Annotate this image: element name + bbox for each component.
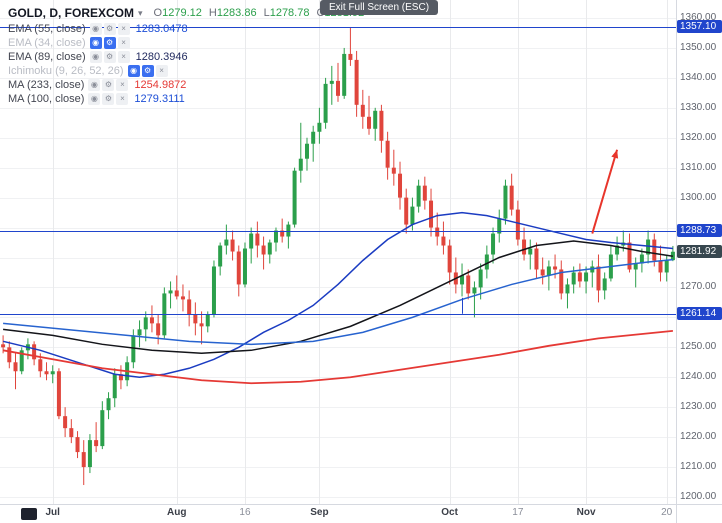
price-tick: 1240.00: [680, 371, 717, 383]
eye-icon[interactable]: ◉: [89, 23, 102, 35]
time-label: Aug: [167, 507, 187, 518]
price-tick: 1360.00: [680, 12, 717, 23]
close-icon[interactable]: ×: [117, 23, 130, 35]
gear-icon[interactable]: ⚙: [103, 23, 116, 35]
time-label: 17: [512, 507, 524, 518]
price-tick: 1340.00: [680, 71, 717, 83]
price-tick: 1230.00: [680, 401, 717, 413]
price-line-badge: 1357.10: [677, 19, 722, 33]
indicator-label: Ichimoku (9, 26, 52, 26): [8, 65, 124, 77]
time-label: Oct: [441, 507, 458, 518]
low-value: 1278.78: [269, 7, 310, 19]
eye-icon[interactable]: ◉: [88, 93, 101, 105]
time-label: 16: [239, 507, 251, 518]
time-axis[interactable]: Jul Aug 16 Sep Oct 17 Nov 20: [0, 504, 676, 523]
price-tick: 1300.00: [680, 191, 717, 203]
indicator-value: 1283.0478: [135, 23, 188, 35]
price-tick: 1200.00: [680, 491, 717, 502]
open-value: 1279.12: [162, 7, 202, 19]
chart-legend: GOLD, D, FOREXCOM ▾ O1279.12 H1283.86 L127…: [8, 4, 364, 106]
indicator-row-ema-55[interactable]: EMA (55, close) ◉ ⚙ × 1283.0478: [8, 22, 364, 36]
price-tick: 1220.00: [680, 431, 717, 443]
indicator-row-ema-34[interactable]: EMA (34, close) ◉ ⚙ ×: [8, 36, 364, 50]
price-tick: 1270.00: [680, 281, 717, 293]
symbol-title: GOLD, D, FOREXCOM: [8, 6, 134, 20]
close-icon[interactable]: ×: [116, 79, 129, 91]
indicator-value: 1254.9872: [134, 79, 187, 91]
indicator-row-ma-100[interactable]: MA (100, close) ◉ ⚙ × 1279.3111: [8, 92, 364, 106]
eye-icon[interactable]: ◉: [89, 37, 102, 49]
logo-mark[interactable]: [21, 508, 37, 520]
symbol-title-row[interactable]: GOLD, D, FOREXCOM ▾ O1279.12 H1283.86 L127…: [8, 4, 364, 22]
eye-icon[interactable]: ◉: [127, 65, 140, 77]
indicator-row-ichimoku[interactable]: Ichimoku (9, 26, 52, 26) ◉ ⚙ ×: [8, 64, 364, 78]
indicator-label: EMA (55, close): [8, 23, 86, 35]
price-line-badge: 1261.14: [677, 306, 722, 320]
close-icon[interactable]: ×: [116, 93, 129, 105]
price-tick: 1250.00: [680, 341, 717, 353]
chevron-down-icon[interactable]: ▾: [138, 7, 143, 18]
low-label: L: [263, 7, 270, 19]
gear-icon[interactable]: ⚙: [102, 79, 115, 91]
indicator-value: 1279.3111: [134, 93, 185, 105]
exit-fullscreen-button[interactable]: Exit Full Screen (ESC): [320, 0, 439, 15]
time-label: Nov: [576, 507, 596, 518]
gear-icon[interactable]: ⚙: [103, 51, 116, 63]
axis-corner: [676, 504, 722, 523]
gear-icon[interactable]: ⚙: [103, 37, 116, 49]
high-label: H: [208, 7, 217, 19]
last-price-badge: 1281.92: [677, 244, 722, 258]
price-tick: 1320.00: [680, 131, 717, 143]
time-label: Sep: [310, 507, 329, 518]
close-icon[interactable]: ×: [155, 65, 168, 77]
close-icon[interactable]: ×: [117, 37, 130, 49]
price-tick: 1350.00: [680, 41, 717, 53]
time-label: 20: [661, 507, 673, 518]
price-tick: 1210.00: [680, 461, 717, 473]
indicator-row-ma-233[interactable]: MA (233, close) ◉ ⚙ × 1254.9872: [8, 78, 364, 92]
close-icon[interactable]: ×: [117, 51, 130, 63]
price-tick: 1330.00: [680, 101, 717, 113]
indicator-label: MA (100, close): [8, 93, 85, 105]
eye-icon[interactable]: ◉: [89, 51, 102, 63]
indicator-row-ema-89[interactable]: EMA (89, close) ◉ ⚙ × 1280.3946: [8, 50, 364, 64]
gear-icon[interactable]: ⚙: [141, 65, 154, 77]
open-label: O: [153, 7, 163, 19]
eye-icon[interactable]: ◉: [88, 79, 101, 91]
time-label: Jul: [45, 507, 60, 518]
price-axis[interactable]: 1200.00 1210.00 1220.00 1230.00 1240.00 1250.…: [676, 0, 722, 505]
price-line-badge: 1288.73: [677, 224, 722, 238]
indicator-label: EMA (34, close): [8, 37, 86, 49]
price-tick: 1310.00: [680, 161, 717, 173]
gear-icon[interactable]: ⚙: [102, 93, 115, 105]
indicator-value: 1280.3946: [135, 51, 188, 63]
indicator-label: MA (233, close): [8, 79, 85, 91]
high-value: 1283.86: [216, 7, 257, 19]
indicator-label: EMA (89, close): [8, 51, 86, 63]
